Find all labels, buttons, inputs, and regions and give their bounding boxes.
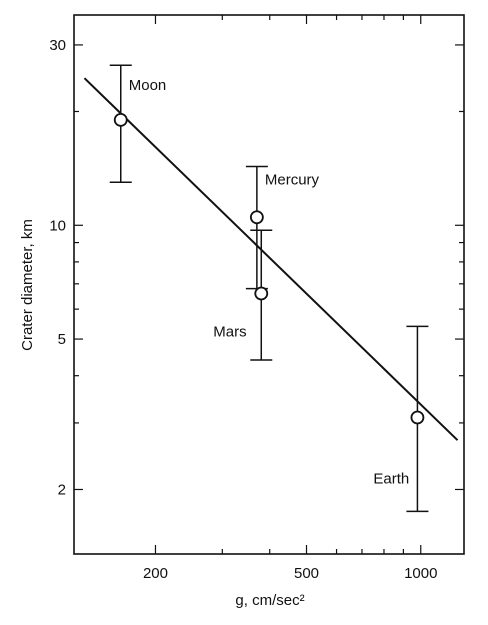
point-mercury [249, 210, 264, 225]
y-tick-label: 2 [58, 481, 66, 498]
y-tick-label: 30 [49, 37, 66, 54]
axis-ticks [74, 15, 464, 554]
point-label-earth: Earth [373, 471, 409, 488]
point-mars [254, 286, 269, 301]
y-tick-label: 10 [49, 217, 66, 234]
y-axis-label: Crater diameter, km [19, 219, 36, 351]
x-axis-label: g, cm/sec² [235, 592, 304, 609]
data-points [113, 113, 425, 425]
error-bars [109, 64, 429, 513]
plot-frame [73, 14, 465, 555]
point-label-mercury: Mercury [265, 171, 320, 188]
x-tick-label: 500 [294, 565, 319, 582]
point-moon [113, 113, 128, 127]
point-earth [410, 410, 425, 425]
point-label-mars: Mars [213, 323, 246, 340]
y-tick-label: 5 [58, 331, 66, 348]
point-labels: Moon Mercury Mars Earth [129, 77, 410, 488]
point-label-moon: Moon [129, 77, 167, 94]
x-tick-label: 1000 [404, 565, 437, 582]
axis-tick-labels: 2 5 10 30 200 500 1000 [49, 37, 437, 582]
x-tick-label: 200 [143, 565, 168, 582]
trend-line [83, 77, 459, 441]
